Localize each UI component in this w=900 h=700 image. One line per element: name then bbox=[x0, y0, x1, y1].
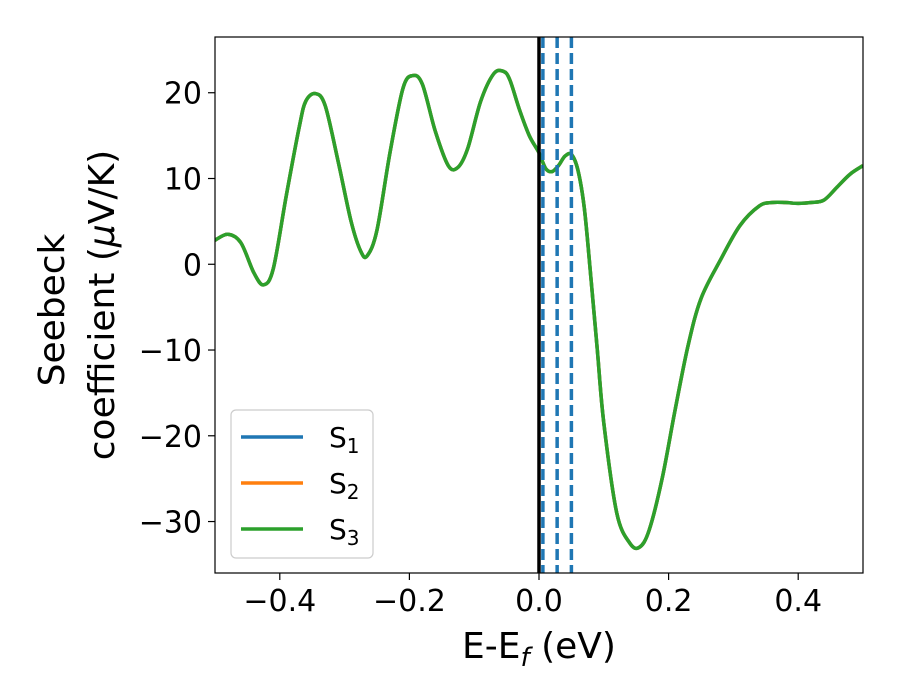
legend-label-s1: S1 bbox=[329, 421, 360, 458]
x-axis-ticks: −0.4 −0.2 0.0 0.2 0.4 bbox=[243, 573, 822, 619]
x-tick-label: 0.0 bbox=[515, 584, 563, 619]
plot-area bbox=[215, 37, 863, 573]
x-axis-label-suffix: (eV) bbox=[530, 626, 616, 667]
legend-label-s2: S2 bbox=[329, 467, 360, 504]
y-tick-label: 0 bbox=[183, 248, 202, 283]
legend-label-s3: S3 bbox=[329, 513, 360, 550]
y-tick-label: −10 bbox=[139, 334, 202, 369]
vertical-markers bbox=[537, 37, 574, 573]
x-tick-label: −0.4 bbox=[243, 584, 316, 619]
y-axis-label-line1: Seebeck bbox=[32, 233, 73, 386]
x-tick-label: −0.2 bbox=[373, 584, 446, 619]
y-axis-label: Seebeck coefficient (μV/K) bbox=[32, 150, 123, 460]
y-axis-label-text: coefficient ( bbox=[82, 247, 123, 460]
y-axis-label-mu: μ bbox=[82, 224, 123, 248]
data-lines bbox=[215, 68, 863, 551]
x-tick-label: 0.2 bbox=[645, 584, 693, 619]
y-tick-label: −30 bbox=[139, 506, 202, 541]
y-axis-label-unit: V/K) bbox=[82, 150, 123, 224]
y-tick-label: −20 bbox=[139, 420, 202, 455]
y-tick-label: 10 bbox=[164, 163, 202, 198]
x-axis-label: E-Ef (eV) bbox=[462, 626, 616, 673]
y-axis-ticks: −30 −20 −10 0 10 20 bbox=[139, 77, 215, 541]
series-line-s3 bbox=[215, 68, 863, 551]
legend: S1 S2 S3 bbox=[230, 409, 374, 559]
x-axis-label-main: E-E bbox=[462, 626, 520, 667]
y-axis-label-line2: coefficient (μV/K) bbox=[82, 150, 123, 460]
x-tick-label: 0.4 bbox=[774, 584, 822, 619]
y-tick-label: 20 bbox=[164, 77, 202, 112]
